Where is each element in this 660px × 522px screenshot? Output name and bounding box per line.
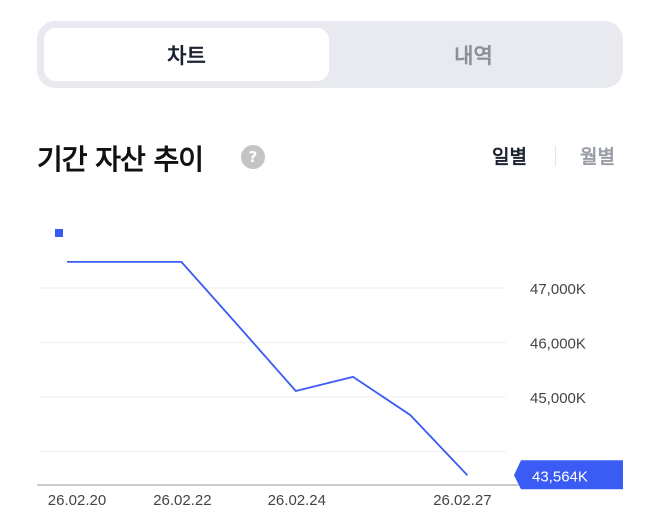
x-tick-label: 26.02.24: [268, 492, 326, 509]
view-segmented-control: 차트 내역: [37, 21, 623, 88]
y-tick-label: 47,000K: [530, 281, 586, 298]
x-tick-label: 26.02.27: [433, 492, 491, 509]
period-daily-button[interactable]: 일별: [492, 146, 527, 168]
x-tick-label: 26.02.20: [48, 492, 106, 509]
current-value-badge: [514, 460, 623, 490]
section-title: 기간 자산 추이: [37, 143, 204, 176]
period-monthly-button[interactable]: 월별: [580, 146, 615, 168]
legend-marker: [55, 229, 63, 237]
period-divider: [555, 146, 556, 166]
y-tick-label: 45,000K: [530, 390, 586, 407]
tab-history[interactable]: 내역: [454, 43, 493, 68]
tab-chart[interactable]: 차트: [44, 28, 329, 81]
y-tick-label: 46,000K: [530, 336, 586, 353]
current-value-label: 43,564K: [532, 468, 588, 485]
series-line: [67, 260, 469, 476]
question-circle-icon[interactable]: ?: [241, 145, 265, 169]
x-tick-label: 26.02.22: [153, 492, 211, 509]
